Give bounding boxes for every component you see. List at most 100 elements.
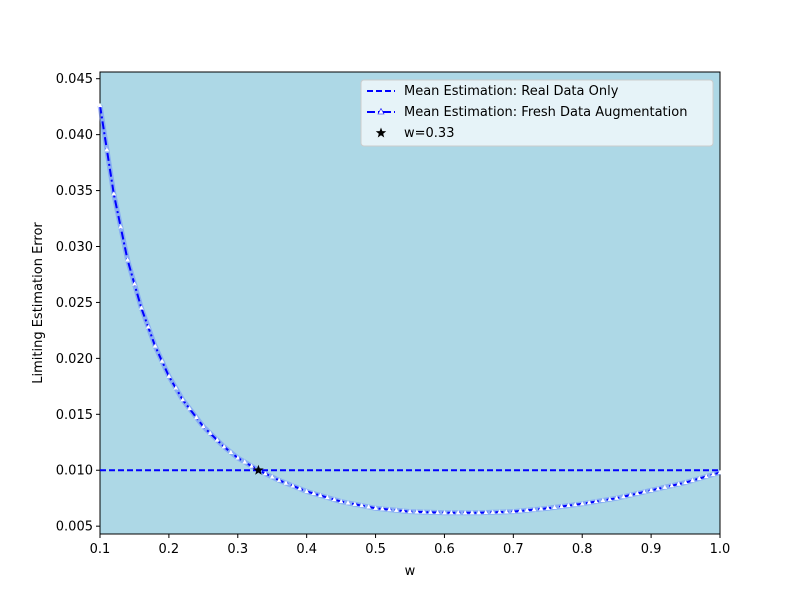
fresh-augmentation-marker [380,506,385,511]
x-tick-label: 0.1 [90,542,111,557]
fresh-augmentation-marker [641,489,647,494]
fresh-augmentation-marker [504,509,509,514]
fresh-augmentation-marker [366,504,371,509]
y-tick-label: 0.030 [56,240,93,255]
fresh-augmentation-marker [455,510,461,515]
fresh-augmentation-marker [628,492,633,497]
y-tick-label: 0.035 [56,184,93,199]
legend-box [360,79,714,147]
fresh-augmentation-marker [345,500,351,505]
fresh-augmentation-marker [710,471,716,477]
fresh-augmentation-marker [97,102,103,108]
fresh-augmentation-marker [442,510,447,515]
fresh-augmentation-marker [538,506,544,511]
fresh-augmentation-marker [600,497,606,503]
fresh-augmentation-marker [325,494,330,500]
fresh-augmentation-marker [421,509,427,514]
series-layer [97,102,723,516]
y-tick-label: 0.025 [56,296,93,311]
fresh-augmentation-marker [593,498,599,504]
fresh-augmentation-marker [414,509,420,514]
fresh-augmentation-marker [338,498,344,504]
x-tick-label: 0.8 [572,542,593,557]
fresh-augmentation-marker [373,505,378,510]
fresh-augmentation-marker [621,494,626,499]
fresh-augmentation-marker [400,508,406,513]
fresh-augmentation-marker [290,483,296,488]
fresh-augmentation-marker [573,502,578,507]
fresh-augmentation-marker [207,430,213,435]
fresh-augmentation-marker [145,324,151,329]
fresh-augmentation-marker [676,481,681,486]
fresh-augmentation-marker [703,473,709,479]
fresh-augmentation-marker [221,444,227,449]
fresh-augmentation-marker [545,505,551,510]
fresh-augmentation-marker [139,305,144,310]
fresh-augmentation-marker [490,509,495,514]
fresh-augmentation-marker [586,500,592,505]
fresh-augmentation-marker [662,484,668,489]
x-tick-label: 0.4 [296,542,317,557]
fresh-augmentation-marker [511,509,516,514]
fresh-augmentation-marker [166,373,172,378]
fresh-augmentation-marker [214,437,220,442]
fresh-augmentation-marker [331,496,337,502]
legend-star-marker [375,127,387,138]
fresh-augmentation-marker [125,257,130,262]
plot-area [99,71,721,535]
fresh-augmentation-marker [483,509,489,515]
y-axis-label: Limiting Estimation Error [31,222,46,384]
legend-star-label: w=0.33 [404,126,454,141]
fresh-augmentation-marker [201,424,206,429]
x-tick-label: 0.3 [227,542,248,557]
fresh-augmentation-marker [552,504,557,509]
fresh-augmentation-marker [717,469,723,475]
fresh-augmentation-marker [152,343,158,348]
fresh-augmentation-marker [579,501,585,506]
fresh-augmentation-marker [297,486,303,491]
fresh-augmentation-marker [449,510,454,515]
fresh-augmentation-marker [655,486,661,491]
fresh-augmentation-marker [683,479,688,485]
x-tick-label: 0.6 [434,542,455,557]
x-axis-label: w [405,564,416,579]
fresh-augmentation-marker [118,224,123,229]
fresh-augmentation-marker [276,477,282,482]
fresh-augmentation-marker [318,492,323,498]
fresh-augmentation-marker [111,191,117,196]
fresh-augmentation-marker [132,281,137,286]
highlight-star [253,464,264,475]
fresh-augmentation-marker [697,475,702,481]
fresh-augmentation-marker [607,496,613,501]
fresh-augmentation-marker [242,459,247,464]
fresh-augmentation-marker [517,508,523,513]
fresh-augmentation-marker [566,502,571,508]
fresh-augmentation-marker [263,470,268,476]
fresh-augmentation-marker [428,509,433,514]
fresh-augmentation-marker [469,510,475,515]
legend-fresh-label: Mean Estimation: Fresh Data Augmentation [404,105,687,120]
fresh-augmentation-marker [497,509,502,514]
legend-real-label: Mean Estimation: Real Data Only [404,84,619,99]
fresh-augmentation-marker [194,415,199,420]
legend-fresh-marker [377,107,385,115]
fresh-augmentation-marker [393,507,399,512]
fresh-augmentation-marker [387,507,392,512]
x-axis: 0.1 0.2 0.3 0.4 0.5 0.6 0.7 0.8 0.9 1.0 [90,534,730,557]
fresh-augmentation-marker [235,455,241,460]
fresh-augmentation-marker [635,490,640,496]
fresh-augmentation-marker [407,509,413,514]
fresh-augmentation-marker [187,406,192,411]
x-tick-label: 0.7 [503,542,524,557]
fresh-augmentation-marker [311,490,316,496]
fresh-augmentation-marker [462,510,468,515]
fresh-augmentation-marker [690,477,695,483]
fresh-augmentation-marker [669,483,675,488]
x-tick-label: 0.9 [641,542,662,557]
y-tick-label: 0.040 [56,128,93,143]
y-tick-label: 0.020 [56,352,93,367]
y-axis: 0.005 0.010 0.015 0.020 0.025 0.030 0.035 0.040… [56,72,100,535]
fresh-augmentation-marker [435,509,440,515]
fresh-augmentation-marker [352,501,358,506]
y-tick-label: 0.010 [56,464,93,479]
